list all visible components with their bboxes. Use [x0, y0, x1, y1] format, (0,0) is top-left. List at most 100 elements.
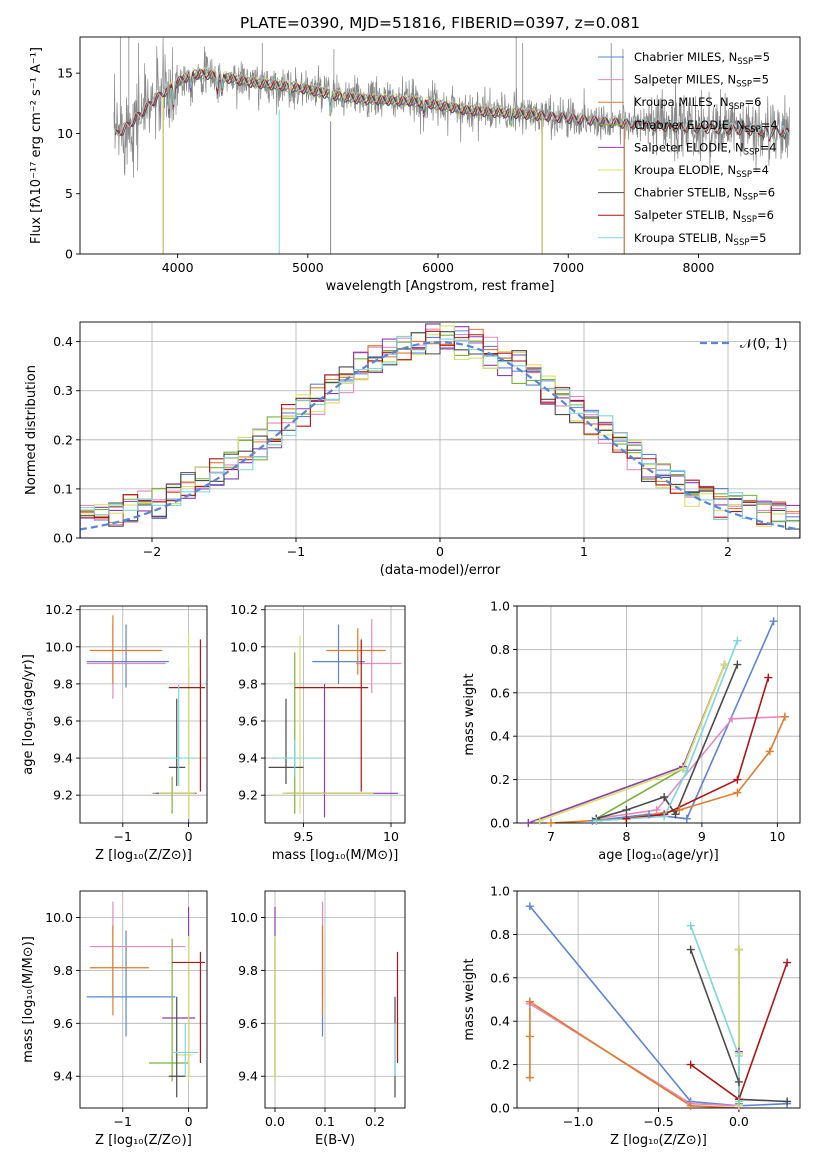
legend-label: Chabrier MILES, NSSP=5 [634, 50, 770, 67]
y-tick-label: 0.2 [53, 432, 73, 447]
x-tick-label: 0 [436, 544, 444, 559]
legend-subscript: SSP [729, 102, 745, 112]
x-tick-label: 10 [769, 829, 785, 844]
y-tick-label: 10.2 [230, 602, 258, 617]
x-axis-label: mass [log₁₀(M/M⊙)] [272, 848, 399, 863]
legend-label: Kroupa STELIB, NSSP=5 [634, 231, 766, 248]
x-axis-label: (data-model)/error [380, 563, 501, 578]
legend-text: Chabrier STELIB, N [634, 186, 742, 200]
marker-salpeter-stelib [764, 673, 773, 682]
marker-chabrier-stelib [660, 792, 669, 801]
marker-kroupa-stelib [592, 816, 601, 825]
x-tick-label: 8000 [683, 260, 715, 275]
y-tick-label: 10.0 [230, 910, 258, 925]
x-tick-label: 0 [185, 829, 193, 844]
legend-label: Salpeter STELIB, NSSP=6 [634, 208, 774, 225]
x-tick-label: −2 [143, 544, 161, 559]
series-chabrier-miles [592, 620, 775, 822]
legend-subscript: SSP [742, 193, 758, 203]
y-tick-label: 0.0 [53, 531, 73, 546]
y-tick-label: 0.2 [490, 772, 510, 787]
chart-age-vs-mass: 9.5 10 9.2 9.4 9.6 9.8 10.0 10.2 mass [log₁₀(M/M… [230, 602, 406, 863]
x-axis-label: Z [log₁₀(Z/Z⊙)] [610, 1133, 707, 1148]
x-tick-label: −1 [114, 1114, 132, 1129]
y-tick-label: 9.6 [238, 713, 258, 728]
x-tick-label: 1 [580, 544, 588, 559]
legend-label: Kroupa MILES, NSSP=6 [634, 95, 761, 112]
axes-frame [516, 605, 801, 824]
marker-kroupa-miles [733, 788, 742, 797]
marker-kroupa-miles [780, 712, 789, 721]
marker-kroupa-stelib [660, 812, 669, 821]
plot-area [86, 615, 206, 823]
marker-kroupa-elodie [734, 945, 743, 954]
series-kroupa-miles [550, 716, 786, 823]
x-tick-label: −0.5 [643, 1114, 673, 1129]
axes-frame [264, 605, 406, 824]
axes-frame [79, 890, 208, 1109]
x-axis-label: Z [log₁₀(Z/Z⊙)] [95, 1133, 192, 1148]
legend-subscript: SSP [744, 147, 760, 157]
marker-kroupa-elodie [535, 816, 544, 825]
legend-tail: =4 [760, 140, 777, 154]
legend-subscript: SSP [741, 215, 757, 225]
marker-chabrier-stelib [783, 1097, 792, 1106]
series-chabrier-miles [529, 905, 788, 1107]
legend-text: Chabrier MILES, N [634, 50, 737, 64]
plot-area [528, 620, 786, 823]
marker-kroupa-miles [686, 1101, 695, 1110]
y-tick-label: 9.8 [238, 963, 258, 978]
y-tick-label: 0.1 [53, 481, 73, 496]
marker-kroupa-miles [525, 997, 534, 1006]
y-tick-label: 9.6 [238, 1016, 258, 1031]
marker-chabrier-stelib [622, 805, 631, 814]
x-axis-label: wavelength [Angstrom, rest frame] [326, 279, 555, 294]
x-tick-label: 2 [724, 544, 732, 559]
series-kroupa-miles [529, 1000, 739, 1108]
y-tick-label: 0.2 [490, 1057, 510, 1072]
y-tick-label: 9.8 [238, 676, 258, 691]
normal-curve [80, 341, 800, 531]
y-tick-label: 0.4 [490, 729, 510, 744]
chart-spectrum: 4000 5000 6000 7000 8000 0 5 10 15 wavelength [An… [29, 36, 801, 294]
legend-subscript: SSP [736, 80, 752, 90]
marker-chabrier-miles [769, 617, 778, 626]
legend-label-normal: 𝒩(0, 1) [740, 337, 787, 352]
axes-frame [79, 605, 208, 824]
legend-tail: =6 [757, 208, 774, 222]
legend-label: Salpeter ELODIE, NSSP=4 [634, 140, 777, 157]
y-tick-label: 9.4 [238, 1069, 258, 1084]
plot-area [268, 618, 402, 818]
y-tick-label: 10 [57, 126, 73, 141]
marker-kroupa-miles [525, 1073, 534, 1082]
model-spectrum-salpeter-stelib [114, 68, 790, 142]
legend-text: Chabrier ELODIE, N [634, 118, 745, 132]
y-tick-label: 9.8 [53, 963, 73, 978]
y-tick-label: 0.8 [490, 927, 510, 942]
x-tick-label: 10 [383, 829, 399, 844]
marker-salpeter-elodie [524, 819, 533, 827]
marker-salpeter-stelib [733, 775, 742, 784]
legend-text: Kroupa MILES, N [634, 95, 729, 109]
x-tick-label: 8 [622, 829, 630, 844]
marker-chabrier-stelib [671, 810, 680, 819]
model-spectrum-kroupa-elodie [162, 67, 543, 119]
series-chabrier-stelib [595, 664, 739, 820]
y-tick-label: 1.0 [490, 884, 510, 899]
y-tick-label: 9.8 [53, 676, 73, 691]
series-kroupa-stelib [596, 640, 739, 822]
marker-salpeter-stelib [783, 958, 792, 967]
marker-kroupa-stelib [734, 1097, 743, 1106]
y-tick-label: 9.2 [53, 788, 73, 803]
y-tick-label: 9.6 [53, 1016, 73, 1031]
legend-label: Salpeter MILES, NSSP=5 [634, 73, 769, 90]
x-tick-label: 7000 [552, 260, 584, 275]
x-tick-label: 6000 [422, 260, 454, 275]
legend-text: Salpeter ELODIE, N [634, 140, 744, 154]
marker-chabrier-miles [682, 814, 691, 823]
legend-text: Salpeter MILES, N [634, 73, 736, 87]
model-spectrum-chabrier-elodie [162, 70, 543, 128]
x-tick-label: 0 [185, 1114, 193, 1129]
axes-frame [264, 890, 406, 1109]
y-tick-label: 0.0 [490, 1101, 510, 1116]
